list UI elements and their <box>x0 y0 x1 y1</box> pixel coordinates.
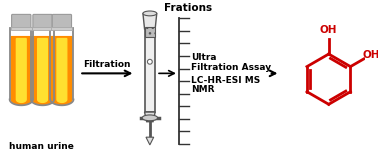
Polygon shape <box>146 137 154 145</box>
Text: Ultra: Ultra <box>191 53 217 62</box>
Polygon shape <box>16 39 26 102</box>
Bar <box>11 27 32 30</box>
Bar <box>144 27 155 112</box>
Polygon shape <box>52 37 72 105</box>
Text: Filtration: Filtration <box>84 60 131 69</box>
Text: LC-HR-ESI MS: LC-HR-ESI MS <box>191 76 261 85</box>
Bar <box>51 27 72 30</box>
Circle shape <box>147 59 152 64</box>
Text: Filtration Assay: Filtration Assay <box>191 63 271 72</box>
FancyBboxPatch shape <box>52 14 71 28</box>
Text: NMR: NMR <box>191 85 215 94</box>
Polygon shape <box>143 14 157 29</box>
Text: human urine: human urine <box>9 142 74 151</box>
FancyBboxPatch shape <box>12 14 31 28</box>
Polygon shape <box>144 112 155 122</box>
Ellipse shape <box>143 11 157 16</box>
Polygon shape <box>57 39 67 102</box>
Ellipse shape <box>142 115 158 121</box>
Polygon shape <box>33 37 53 105</box>
FancyBboxPatch shape <box>33 14 52 28</box>
Bar <box>144 27 155 37</box>
Text: Frations: Frations <box>164 3 212 14</box>
Polygon shape <box>11 37 31 105</box>
Text: OH: OH <box>363 49 378 60</box>
Polygon shape <box>38 39 47 102</box>
Text: OH: OH <box>320 25 338 35</box>
Bar <box>32 27 53 30</box>
